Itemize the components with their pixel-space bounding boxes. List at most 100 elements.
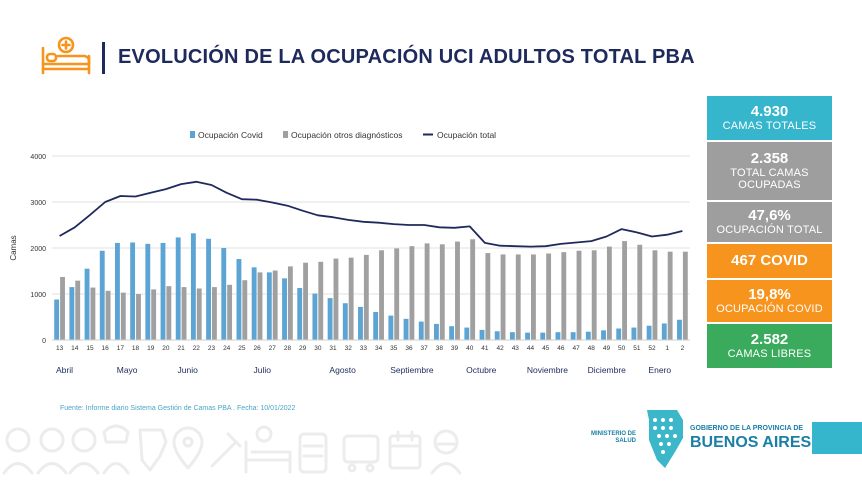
x-tick-label: 33: [360, 345, 368, 352]
bus-icon: [342, 434, 380, 464]
other-bar: [227, 284, 233, 340]
covid-bar: [266, 272, 272, 340]
other-bar: [409, 246, 415, 340]
legend-label: Ocupación otros diagnósticos: [291, 130, 403, 140]
other-bar: [242, 280, 248, 340]
covid-bar: [297, 288, 303, 340]
covid-bar: [540, 332, 546, 340]
x-tick-label: 52: [648, 345, 656, 352]
legend-label: Ocupación Covid: [198, 130, 263, 140]
month-label: Abril: [56, 365, 73, 375]
stat-value: 4.930: [750, 103, 789, 120]
other-bar: [470, 239, 476, 340]
x-tick-label: 40: [466, 345, 474, 352]
covid-bar: [342, 303, 348, 340]
other-bar: [637, 244, 643, 340]
covid-bar: [99, 250, 105, 340]
x-tick-label: 19: [147, 345, 155, 352]
covid-bar: [646, 325, 652, 340]
other-bar: [75, 280, 81, 340]
title-divider: [102, 42, 105, 74]
other-bar: [181, 287, 187, 340]
x-tick-label: 2: [681, 345, 685, 352]
other-bar: [303, 262, 309, 340]
covid-bar: [145, 243, 151, 340]
x-tick-label: 13: [56, 345, 64, 352]
stat-value: 19,8%: [748, 286, 791, 303]
stat-label: OCUPACIÓN COVID: [716, 303, 823, 315]
other-bar: [333, 258, 339, 340]
ministry-label: MINISTERIO DE SALUD: [590, 431, 636, 444]
elderly-person-icon: [5, 427, 31, 453]
x-tick-label: 22: [193, 345, 201, 352]
other-bar: [151, 289, 157, 340]
other-bar: [60, 276, 65, 340]
teal-accent-block: [812, 422, 862, 454]
other-bar: [561, 252, 567, 340]
x-tick-label: 14: [71, 345, 79, 352]
y-tick-label: 1000: [30, 292, 46, 299]
x-tick-label: 18: [132, 345, 140, 352]
other-bar: [120, 292, 126, 340]
other-bar: [318, 261, 324, 340]
stat-label: CAMAS TOTALES: [722, 120, 817, 132]
x-tick-label: 26: [253, 345, 261, 352]
month-label: Octubre: [466, 365, 497, 375]
covid-bar: [282, 278, 287, 340]
x-tick-label: 31: [329, 345, 337, 352]
x-tick-label: 29: [299, 345, 307, 352]
stat-value: 2.358: [750, 150, 789, 167]
other-bar: [136, 294, 141, 340]
other-bar: [90, 287, 96, 340]
other-bar: [576, 250, 582, 340]
other-bar: [531, 254, 536, 340]
other-bar: [591, 250, 597, 340]
other-bar: [166, 286, 172, 340]
calendar-icon: [388, 434, 422, 470]
woman-icon: [71, 427, 97, 453]
y-tick-label: 2000: [30, 246, 46, 253]
location-pin-icon: [172, 426, 204, 470]
x-tick-label: 24: [223, 345, 231, 352]
covid-bar: [433, 323, 439, 340]
covid-bar: [373, 311, 379, 340]
covid-bar: [616, 328, 622, 340]
person-icon: [39, 427, 65, 453]
covid-bar: [509, 332, 515, 340]
covid-bar: [251, 267, 257, 340]
y-axis-label: Camas: [9, 235, 18, 260]
page-title: EVOLUCIÓN DE LA OCUPACIÓN UCI ADULTOS TO…: [118, 46, 695, 68]
masked-person-icon: [433, 429, 459, 455]
x-tick-label: 15: [86, 345, 94, 352]
month-label: Junio: [178, 365, 199, 375]
covid-bar: [677, 319, 682, 340]
covid-bar: [175, 237, 181, 340]
x-tick-label: 39: [451, 345, 459, 352]
other-bar: [363, 254, 369, 340]
covid-bar: [449, 326, 455, 340]
other-bar: [546, 253, 552, 340]
legend-swatch: [283, 131, 288, 138]
total-occupancy-line: [59, 180, 683, 248]
other-bar: [455, 241, 460, 340]
legend-label: Ocupación total: [437, 130, 496, 140]
province-name: BUENOS AIRES: [690, 434, 812, 451]
x-tick-label: 51: [633, 345, 641, 352]
covid-bar: [631, 327, 637, 340]
other-bar: [652, 250, 658, 340]
covid-bar: [190, 233, 196, 340]
x-tick-label: 37: [421, 345, 429, 352]
x-tick-label: 34: [375, 345, 383, 352]
other-bar: [287, 266, 293, 340]
other-bar: [667, 251, 673, 340]
stat-box: 4.930 CAMAS TOTALES: [707, 96, 832, 142]
x-tick-label: 23: [208, 345, 216, 352]
covid-bar: [69, 287, 75, 340]
stat-box: 19,8% OCUPACIÓN COVID: [707, 280, 832, 324]
stat-box: 2.582 CAMAS LIBRES: [707, 324, 832, 370]
legend-swatch: [190, 131, 195, 138]
stat-box: 467 COVID: [707, 244, 832, 280]
month-label: Noviembre: [527, 365, 568, 375]
